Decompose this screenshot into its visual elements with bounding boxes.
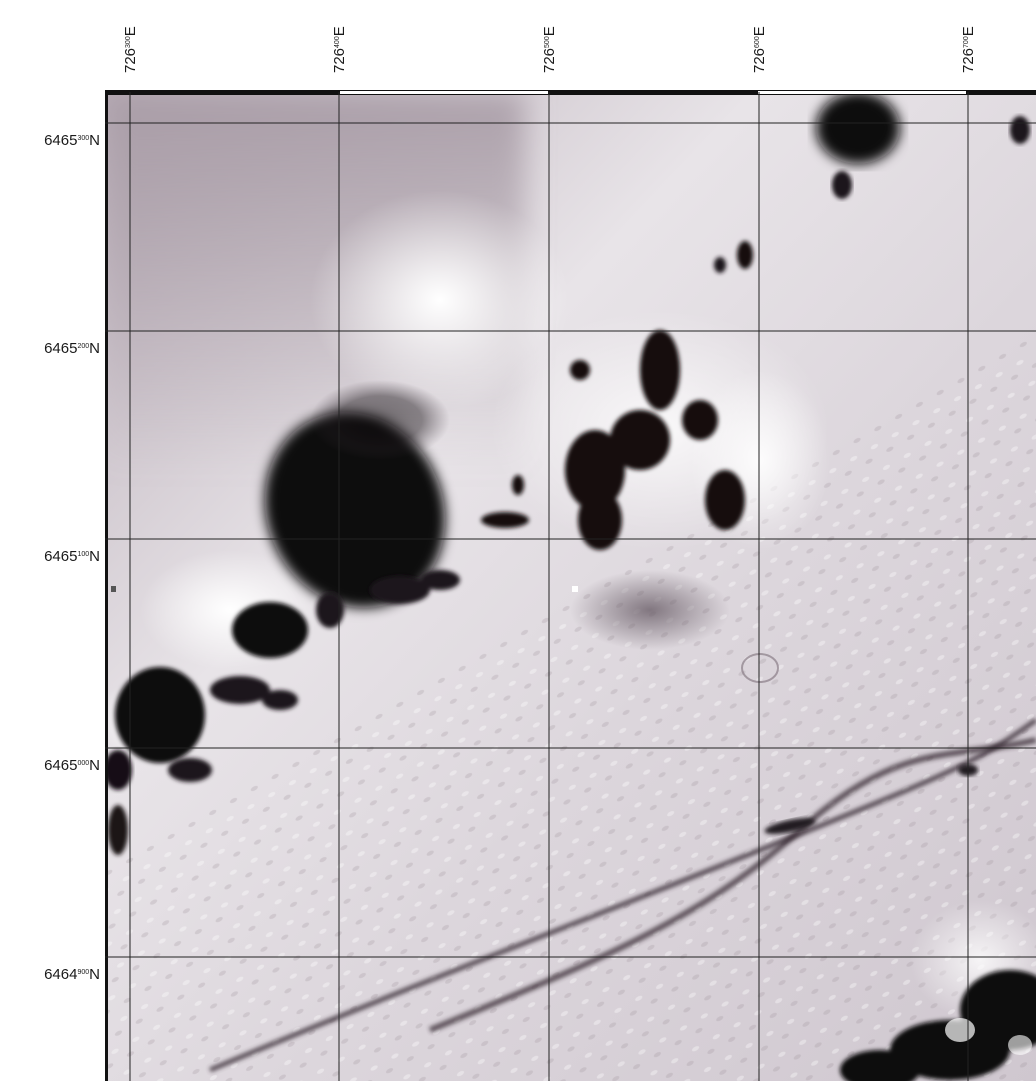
map-raster [105, 92, 1036, 1081]
northing-label-0: 6465300N [44, 132, 100, 149]
easting-label-3: 726600E [751, 26, 768, 73]
northing-label-2: 6465100N [44, 548, 100, 565]
northing-label-3: 6465000N [44, 757, 100, 774]
northing-label-4: 6464900N [44, 966, 100, 983]
easting-labels: 726300E 726400E 726500E 726600E 726700E [122, 26, 977, 73]
coordinate-grid [105, 92, 1036, 1081]
easting-label-4: 726700E [960, 26, 977, 73]
easting-label-1: 726400E [331, 26, 348, 73]
northing-labels: 6465300N 6465200N 6465100N 6465000N 6464900N [44, 132, 100, 983]
easting-label-0: 726300E [122, 26, 139, 73]
northing-label-1: 6465200N [44, 340, 100, 357]
easting-label-2: 726500E [541, 26, 558, 73]
map-border [105, 90, 1036, 1081]
